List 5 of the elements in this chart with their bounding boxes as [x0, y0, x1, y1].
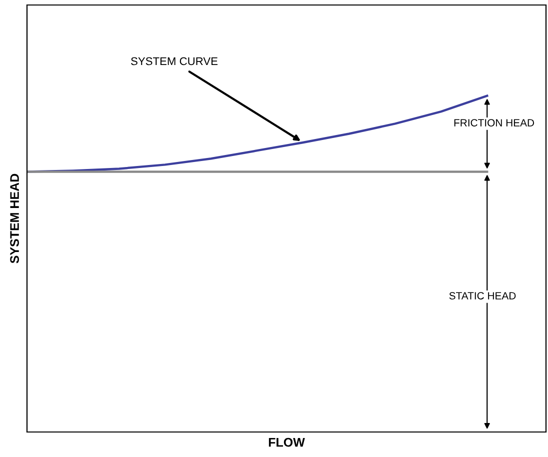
y-axis-title: SYSTEM HEAD	[10, 174, 19, 264]
annotation: STATIC HEAD	[449, 292, 516, 300]
x-axis-title: FLOW	[268, 438, 305, 447]
text: SYSTEM CURVE	[131, 57, 218, 66]
annotation: FRICTION HEAD	[454, 119, 534, 126]
